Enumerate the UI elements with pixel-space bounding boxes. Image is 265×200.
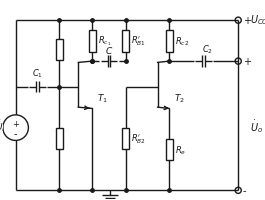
Text: $R_e$: $R_e$ bbox=[175, 143, 186, 156]
Bar bbox=[122, 31, 129, 52]
Bar bbox=[166, 31, 173, 52]
Text: $R_{c2}$: $R_{c2}$ bbox=[175, 35, 189, 48]
Text: +: + bbox=[243, 16, 251, 26]
Text: $T_1$: $T_1$ bbox=[97, 93, 108, 105]
Bar bbox=[56, 128, 63, 150]
Bar bbox=[166, 139, 173, 160]
Bar bbox=[89, 31, 96, 52]
Text: $C_1$: $C_1$ bbox=[32, 67, 43, 80]
Text: -: - bbox=[243, 185, 246, 195]
Text: $R_{B1}^{\prime}$: $R_{B1}^{\prime}$ bbox=[131, 35, 146, 48]
Text: $\dot{U}_o$: $\dot{U}_o$ bbox=[250, 118, 263, 135]
Text: -: - bbox=[14, 129, 17, 139]
Text: $\dot{U}_i$: $\dot{U}_i$ bbox=[0, 118, 5, 133]
Text: $R_{B2}^{\prime}$: $R_{B2}^{\prime}$ bbox=[131, 132, 146, 146]
Circle shape bbox=[3, 115, 28, 141]
Text: $C$: $C$ bbox=[105, 45, 113, 55]
Text: +: + bbox=[243, 57, 251, 67]
Bar bbox=[56, 40, 63, 61]
Text: $T_2$: $T_2$ bbox=[174, 93, 185, 105]
Bar bbox=[122, 128, 129, 150]
Text: $C_2$: $C_2$ bbox=[202, 43, 213, 55]
Text: $U_{CC}$: $U_{CC}$ bbox=[250, 13, 265, 27]
Text: +: + bbox=[12, 119, 19, 128]
Text: $R_{c_1}$: $R_{c_1}$ bbox=[98, 35, 111, 48]
